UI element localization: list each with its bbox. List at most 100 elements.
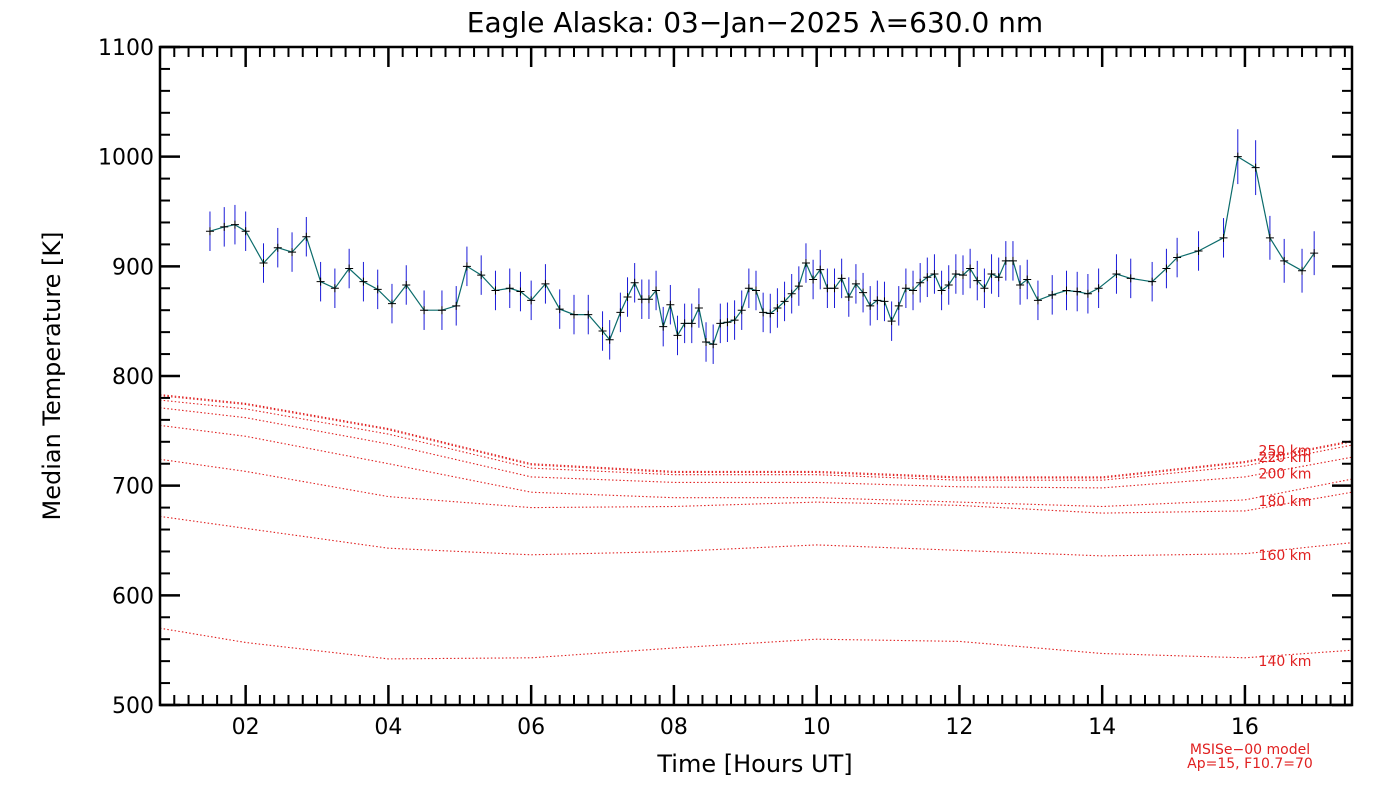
data-point xyxy=(359,277,368,286)
data-point xyxy=(1112,270,1121,279)
data-point xyxy=(837,274,846,283)
data-point xyxy=(241,227,250,236)
model-line xyxy=(159,394,1353,478)
data-point xyxy=(1162,264,1171,273)
data-point xyxy=(1016,280,1025,289)
data-point xyxy=(452,301,461,310)
x-tick-label: 16 xyxy=(1231,715,1259,740)
data-point xyxy=(387,299,396,308)
data-point xyxy=(966,264,975,273)
data-point xyxy=(1094,284,1103,293)
data-point xyxy=(702,338,711,347)
data-point xyxy=(916,278,925,287)
data-point xyxy=(801,259,810,268)
data-point xyxy=(716,319,725,328)
data-point xyxy=(505,284,514,293)
data-point xyxy=(462,262,471,271)
model-line xyxy=(159,424,1353,508)
data-point xyxy=(937,286,946,295)
data-point xyxy=(944,280,953,289)
data-point xyxy=(923,273,932,282)
data-point xyxy=(259,259,268,268)
data-point xyxy=(780,297,789,306)
data-point xyxy=(737,306,746,315)
y-tick-label: 900 xyxy=(112,255,154,280)
data-point xyxy=(709,340,718,349)
data-point xyxy=(687,319,696,328)
data-point xyxy=(345,264,354,273)
data-point xyxy=(516,287,525,296)
data-point xyxy=(1251,163,1260,172)
data-point xyxy=(894,301,903,310)
data-point xyxy=(637,295,646,304)
data-point xyxy=(666,300,675,309)
data-point xyxy=(623,293,632,302)
model-altitude-label: 250 km xyxy=(1259,444,1312,460)
data-point xyxy=(830,284,839,293)
y-tick-label: 1100 xyxy=(98,36,154,61)
data-point xyxy=(823,284,832,293)
data-point xyxy=(330,284,339,293)
plot-axes: 500 600 700 800 900 1000 1100 02 04 06 08 10 12 14 16 xyxy=(98,36,1354,740)
data-point xyxy=(930,270,939,279)
data-point xyxy=(220,222,229,231)
data-point xyxy=(491,286,500,295)
data-point xyxy=(873,296,882,305)
y-tick-label: 700 xyxy=(112,475,154,500)
data-point xyxy=(1048,290,1057,299)
x-tick-label: 12 xyxy=(945,715,973,740)
y-tick-label: 800 xyxy=(112,365,154,390)
model-altitude-label: 140 km xyxy=(1259,654,1312,670)
model-note-line-1: MSISe−00 model xyxy=(1190,742,1310,758)
data-point xyxy=(1233,152,1242,161)
data-point xyxy=(866,301,875,310)
y-axis-label: Median Temperature [K] xyxy=(38,231,66,520)
data-point xyxy=(987,270,996,279)
data-point xyxy=(1083,289,1092,298)
temperature-line xyxy=(209,155,1315,345)
model-note-line-2: Ap=15, F10.7=70 xyxy=(1187,756,1313,772)
data-point xyxy=(759,308,768,317)
data-point xyxy=(584,310,593,319)
data-point xyxy=(437,306,446,315)
data-point xyxy=(1280,256,1289,265)
data-point xyxy=(616,308,625,317)
data-point xyxy=(1298,266,1307,275)
x-tick-label: 02 xyxy=(232,715,260,740)
data-point xyxy=(205,227,214,236)
x-axis-label: Time [Hours UT] xyxy=(656,750,852,778)
data-point xyxy=(909,286,918,295)
data-point xyxy=(630,278,639,287)
model-line xyxy=(159,395,1353,479)
plot-frame xyxy=(158,45,1354,707)
y-tick-label: 600 xyxy=(112,584,154,609)
model-altitude-label: 180 km xyxy=(1259,494,1312,510)
data-point xyxy=(555,305,564,314)
model-altitude-label: 220 km xyxy=(1259,450,1312,466)
data-point xyxy=(973,276,982,285)
data-point xyxy=(302,232,311,241)
data-point xyxy=(652,286,661,295)
data-point xyxy=(723,318,732,327)
model-altitude-label: 200 km xyxy=(1259,467,1312,483)
model-lines xyxy=(159,394,1353,660)
x-tick-label: 10 xyxy=(803,715,831,740)
data-point xyxy=(680,319,689,328)
chart-title: Eagle Alaska: 03−Jan−2025 λ=630.0 nm xyxy=(467,6,1043,39)
data-point xyxy=(1033,296,1042,305)
data-point xyxy=(1008,256,1017,265)
model-line xyxy=(159,515,1353,557)
data-point xyxy=(1001,256,1010,265)
data-point xyxy=(730,316,739,325)
measurement-series xyxy=(205,129,1319,364)
data-point xyxy=(951,270,960,279)
data-point xyxy=(851,279,860,288)
model-line xyxy=(159,407,1353,489)
data-point xyxy=(527,296,536,305)
x-tick-label: 08 xyxy=(660,715,688,740)
y-tick-label: 1000 xyxy=(98,146,154,171)
data-point xyxy=(477,271,486,280)
model-line xyxy=(159,627,1353,660)
